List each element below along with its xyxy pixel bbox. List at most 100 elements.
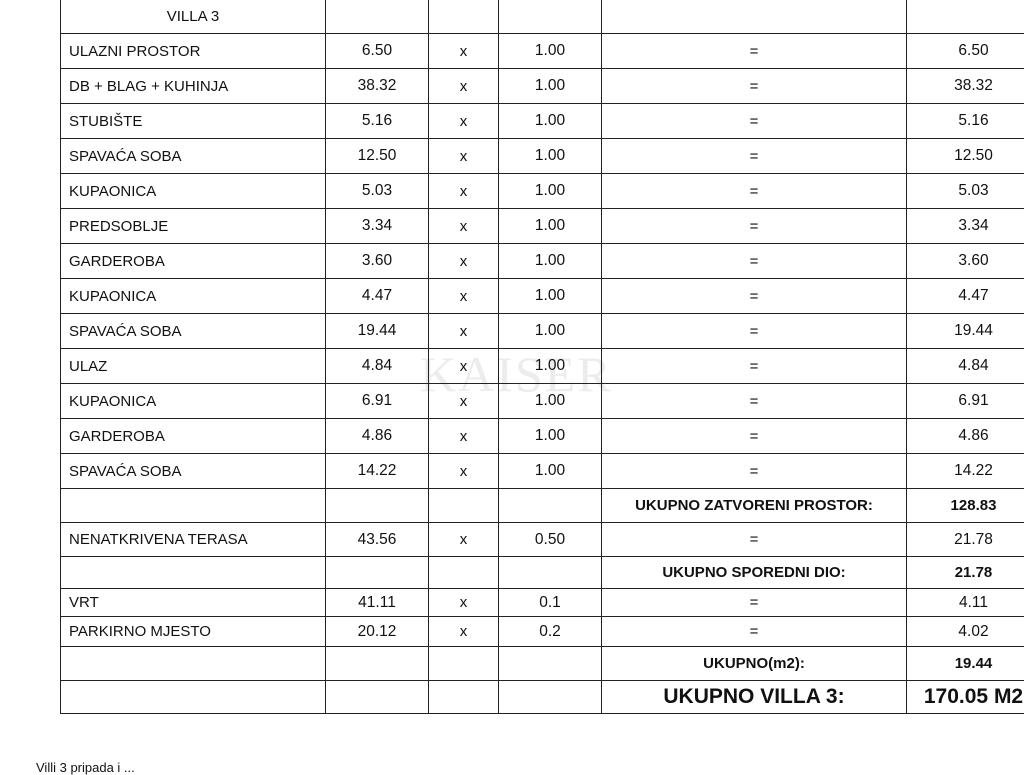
- room-name: PARKIRNO MJESTO: [61, 617, 326, 647]
- equals-sign: =: [602, 244, 907, 279]
- equals-sign: =: [602, 523, 907, 557]
- multiply-sign: x: [429, 174, 499, 209]
- result-value: 4.84: [907, 349, 1024, 384]
- room-name: KUPAONICA: [61, 384, 326, 419]
- area-value: 4.47: [326, 279, 429, 314]
- coefficient: 1.00: [499, 139, 602, 174]
- area-value: 5.16: [326, 104, 429, 139]
- result-value: 12.50: [907, 139, 1024, 174]
- multiply-sign: x: [429, 69, 499, 104]
- coefficient: 1.00: [499, 69, 602, 104]
- equals-sign: =: [602, 104, 907, 139]
- coefficient: 0.1: [499, 589, 602, 617]
- subtotal-row: UKUPNO SPOREDNI DIO:21.78: [61, 557, 1024, 589]
- coefficient: 1.00: [499, 279, 602, 314]
- multiply-sign: x: [429, 209, 499, 244]
- coefficient: 1.00: [499, 104, 602, 139]
- subtotal-value: 170.05 M2: [907, 681, 1024, 714]
- result-value: 4.86: [907, 419, 1024, 454]
- result-value: 4.11: [907, 589, 1024, 617]
- equals-sign: =: [602, 617, 907, 647]
- result-value: 3.60: [907, 244, 1024, 279]
- coefficient: 1.00: [499, 34, 602, 69]
- equals-sign: =: [602, 209, 907, 244]
- result-value: 5.16: [907, 104, 1024, 139]
- result-value: 14.22: [907, 454, 1024, 489]
- coefficient: 1.00: [499, 314, 602, 349]
- area-value: 41.11: [326, 589, 429, 617]
- result-value: 6.91: [907, 384, 1024, 419]
- subtotal-value: 128.83: [907, 489, 1024, 523]
- result-value: 6.50: [907, 34, 1024, 69]
- area-value: 3.60: [326, 244, 429, 279]
- result-value: 4.02: [907, 617, 1024, 647]
- coefficient: 1.00: [499, 174, 602, 209]
- coefficient: 1.00: [499, 419, 602, 454]
- multiply-sign: x: [429, 523, 499, 557]
- area-value: 6.50: [326, 34, 429, 69]
- area-value: 6.91: [326, 384, 429, 419]
- area-value: 20.12: [326, 617, 429, 647]
- area-value: 19.44: [326, 314, 429, 349]
- area-value: 4.84: [326, 349, 429, 384]
- subtotal-label: UKUPNO VILLA 3:: [602, 681, 907, 714]
- equals-sign: =: [602, 419, 907, 454]
- room-name: KUPAONICA: [61, 279, 326, 314]
- room-name: KUPAONICA: [61, 174, 326, 209]
- coefficient: 1.00: [499, 384, 602, 419]
- room-name: GARDEROBA: [61, 419, 326, 454]
- multiply-sign: x: [429, 34, 499, 69]
- equals-sign: =: [602, 69, 907, 104]
- multiply-sign: x: [429, 454, 499, 489]
- room-name: ULAZ: [61, 349, 326, 384]
- subtotal-value: 21.78: [907, 557, 1024, 589]
- area-value: 4.86: [326, 419, 429, 454]
- subtotal-value: 19.44: [907, 647, 1024, 681]
- room-name: STUBIŠTE: [61, 104, 326, 139]
- room-name: GARDEROBA: [61, 244, 326, 279]
- multiply-sign: x: [429, 104, 499, 139]
- area-value: 14.22: [326, 454, 429, 489]
- coefficient: 1.00: [499, 244, 602, 279]
- subtotal-row: UKUPNO(m2):19.44: [61, 647, 1024, 681]
- multiply-sign: x: [429, 419, 499, 454]
- multiply-sign: x: [429, 244, 499, 279]
- room-name: ULAZNI PROSTOR: [61, 34, 326, 69]
- coefficient: 1.00: [499, 209, 602, 244]
- villa-title: VILLA 3: [61, 0, 326, 34]
- area-value: 3.34: [326, 209, 429, 244]
- room-name: PREDSOBLJE: [61, 209, 326, 244]
- result-value: 19.44: [907, 314, 1024, 349]
- room-name: NENATKRIVENA TERASA: [61, 523, 326, 557]
- equals-sign: =: [602, 174, 907, 209]
- subtotal-label: UKUPNO ZATVORENI PROSTOR:: [602, 489, 907, 523]
- area-value: 38.32: [326, 69, 429, 104]
- equals-sign: =: [602, 454, 907, 489]
- multiply-sign: x: [429, 384, 499, 419]
- equals-sign: =: [602, 34, 907, 69]
- equals-sign: =: [602, 349, 907, 384]
- subtotal-row: UKUPNO VILLA 3:170.05 M2: [61, 681, 1024, 714]
- multiply-sign: x: [429, 314, 499, 349]
- multiply-sign: x: [429, 589, 499, 617]
- room-name: SPAVAĆA SOBA: [61, 454, 326, 489]
- result-value: 4.47: [907, 279, 1024, 314]
- subtotal-label: UKUPNO SPOREDNI DIO:: [602, 557, 907, 589]
- multiply-sign: x: [429, 139, 499, 174]
